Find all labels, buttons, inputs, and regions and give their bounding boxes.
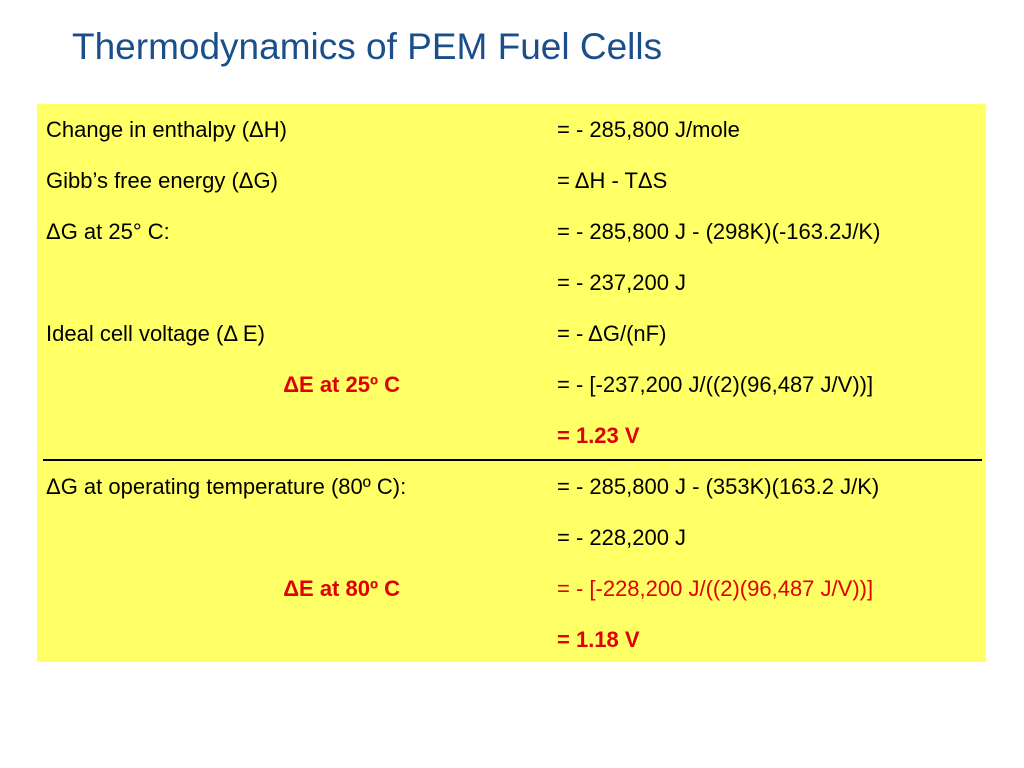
row-label: Change in enthalpy (ΔH)	[46, 117, 287, 142]
row-value: = - 285,800 J - (353K)(163.2 J/K)	[557, 474, 880, 499]
row-value: = - 237,200 J	[557, 270, 687, 295]
slide-title: Thermodynamics of PEM Fuel Cells	[72, 26, 663, 67]
divider	[43, 459, 982, 461]
row-label: Ideal cell voltage (Δ E)	[46, 321, 265, 346]
row-label: ΔG at operating temperature (80º C):	[46, 474, 407, 499]
row-value: = 1.18 V	[557, 627, 640, 652]
row-value: = - [-237,200 J/((2)(96,487 J/V))]	[557, 372, 874, 397]
row-value: = - 285,800 J - (298K)(-163.2J/K)	[557, 219, 881, 244]
equation-table: Change in enthalpy (ΔH) = - 285,800 J/mol…	[37, 104, 986, 662]
row-value: = - 285,800 J/mole	[557, 117, 740, 142]
row-value: = - ΔG/(nF)	[557, 321, 667, 346]
row-label: ΔG at 25° C:	[46, 219, 170, 244]
row-value: = 1.23 V	[557, 423, 640, 448]
row-label: Gibb’s free energy (ΔG)	[46, 168, 278, 193]
row-value: = ΔH - TΔS	[557, 168, 668, 193]
row-label: ΔE at 25º C	[283, 372, 400, 397]
row-label: ΔE at 80º C	[283, 576, 400, 601]
row-value: = - 228,200 J	[557, 525, 687, 550]
row-value: = - [-228,200 J/((2)(96,487 J/V))]	[557, 576, 874, 601]
